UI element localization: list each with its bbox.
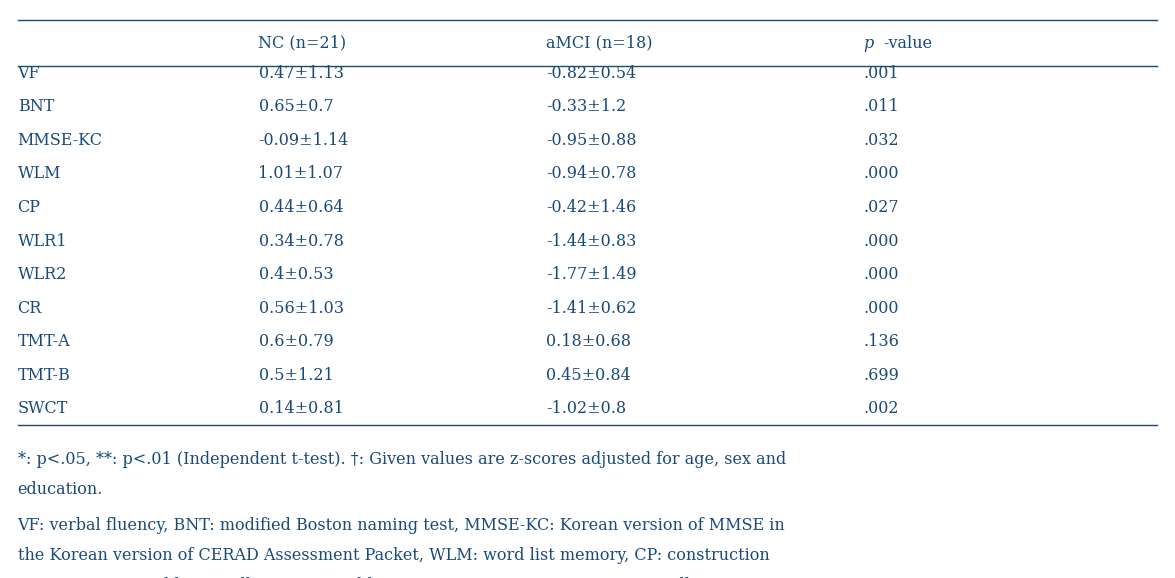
- Text: WLM: WLM: [18, 165, 61, 183]
- Text: aMCI (n=18): aMCI (n=18): [546, 35, 653, 52]
- Text: -1.02±0.8: -1.02±0.8: [546, 400, 626, 417]
- Text: CP: CP: [18, 199, 41, 216]
- Text: 0.14±0.81: 0.14±0.81: [258, 400, 343, 417]
- Text: -0.09±1.14: -0.09±1.14: [258, 132, 349, 149]
- Text: -0.94±0.78: -0.94±0.78: [546, 165, 637, 183]
- Text: VF: verbal fluency, BNT: modified Boston naming test, MMSE-KC: Korean version of: VF: verbal fluency, BNT: modified Boston…: [18, 517, 785, 534]
- Text: .136: .136: [864, 333, 900, 350]
- Text: WLR1: WLR1: [18, 232, 67, 250]
- Text: VF: VF: [18, 65, 40, 82]
- Text: 0.5±1.21: 0.5±1.21: [258, 366, 334, 384]
- Text: -0.33±1.2: -0.33±1.2: [546, 98, 626, 116]
- Text: 0.34±0.78: 0.34±0.78: [258, 232, 343, 250]
- Text: 0.18±0.68: 0.18±0.68: [546, 333, 631, 350]
- Text: 0.45±0.84: 0.45±0.84: [546, 366, 631, 384]
- Text: WLR2: WLR2: [18, 266, 67, 283]
- Text: .002: .002: [864, 400, 899, 417]
- Text: .011: .011: [864, 98, 899, 116]
- Text: .000: .000: [864, 165, 899, 183]
- Text: CR: CR: [18, 299, 42, 317]
- Text: .032: .032: [864, 132, 899, 149]
- Text: NC (n=21): NC (n=21): [258, 35, 347, 52]
- Text: -1.77±1.49: -1.77±1.49: [546, 266, 637, 283]
- Text: MMSE-KC: MMSE-KC: [18, 132, 102, 149]
- Text: BNT: BNT: [18, 98, 54, 116]
- Text: .000: .000: [864, 299, 899, 317]
- Text: education.: education.: [18, 481, 103, 498]
- Text: -1.44±0.83: -1.44±0.83: [546, 232, 637, 250]
- Text: 0.6±0.79: 0.6±0.79: [258, 333, 334, 350]
- Text: .000: .000: [864, 232, 899, 250]
- Text: 0.4±0.53: 0.4±0.53: [258, 266, 334, 283]
- Text: 1.01±1.07: 1.01±1.07: [258, 165, 343, 183]
- Text: TMT-A: TMT-A: [18, 333, 70, 350]
- Text: praxis, WLR: word list recall, WLR2: word list recognition, CR: construction rec: praxis, WLR: word list recall, WLR2: wor…: [18, 577, 758, 578]
- Text: the Korean version of CERAD Assessment Packet, WLM: word list memory, CP: constr: the Korean version of CERAD Assessment P…: [18, 547, 770, 564]
- Text: *: p<.05, **: p<.01 (Independent t-test). †: Given values are z-scores adjusted : *: p<.05, **: p<.01 (Independent t-test)…: [18, 451, 786, 468]
- Text: .027: .027: [864, 199, 899, 216]
- Text: -0.42±1.46: -0.42±1.46: [546, 199, 637, 216]
- Text: -0.82±0.54: -0.82±0.54: [546, 65, 637, 82]
- Text: 0.47±1.13: 0.47±1.13: [258, 65, 343, 82]
- Text: .000: .000: [864, 266, 899, 283]
- Text: -1.41±0.62: -1.41±0.62: [546, 299, 637, 317]
- Text: 0.56±1.03: 0.56±1.03: [258, 299, 343, 317]
- Text: -value: -value: [884, 35, 933, 52]
- Text: p: p: [864, 35, 874, 52]
- Text: TMT-B: TMT-B: [18, 366, 70, 384]
- Text: 0.65±0.7: 0.65±0.7: [258, 98, 334, 116]
- Text: -0.95±0.88: -0.95±0.88: [546, 132, 637, 149]
- Text: 0.44±0.64: 0.44±0.64: [258, 199, 343, 216]
- Text: .699: .699: [864, 366, 900, 384]
- Text: SWCT: SWCT: [18, 400, 68, 417]
- Text: .001: .001: [864, 65, 899, 82]
